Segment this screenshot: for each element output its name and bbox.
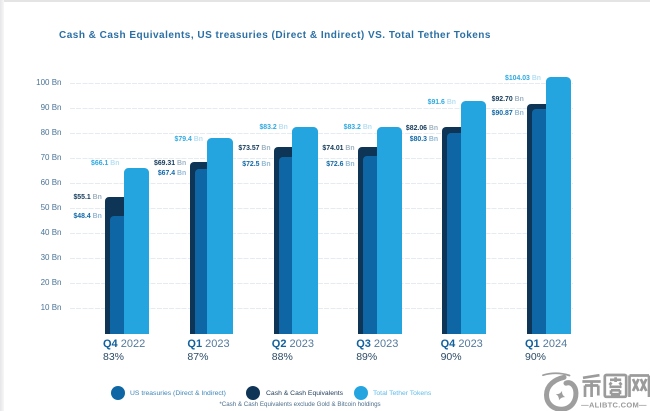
svg-text:—ALIBTC.COM—: —ALIBTC.COM—	[581, 400, 647, 409]
